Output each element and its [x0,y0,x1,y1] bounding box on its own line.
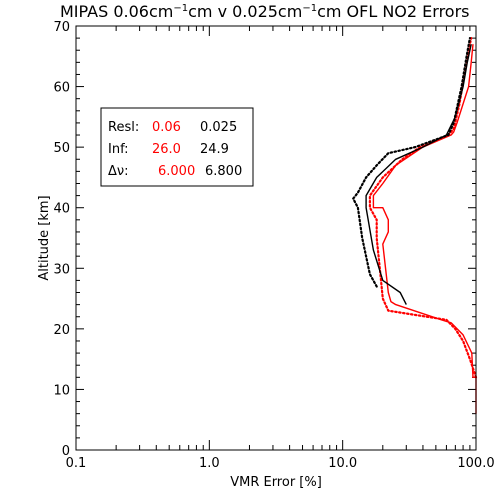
legend-black-dnu: 6.800 [205,164,242,179]
title-sup-1: −1 [173,3,188,14]
legend-label-dnu: Δν: [108,164,129,179]
legend-red-dnu: 6.000 [158,164,195,179]
series-lines [352,36,478,414]
y-tick-label: 0 [62,444,70,459]
y-tick-label: 20 [53,323,70,338]
series-line-red-solid [372,44,477,414]
legend-black-resl: 0.025 [200,120,237,135]
x-tick-label: 0.1 [66,456,87,471]
y-tick-label: 50 [53,141,70,156]
y-axis-label: Altitude [km] [37,195,52,280]
title-sup-2: −1 [302,3,317,14]
title-prefix: MIPAS 0.06cm [60,2,173,21]
axes: 0 10 20 30 40 50 60 70 0.1 1.0 10.0 100.0 [53,20,494,471]
legend-black-inf: 24.9 [200,142,229,157]
y-tick-label: 30 [53,262,70,277]
x-axis-label: VMR Error [%] [230,475,322,490]
y-tick-label: 60 [53,81,70,96]
y-tick-label: 70 [53,20,70,35]
x-tick-label: 100.0 [457,456,494,471]
y-tick-label: 40 [53,202,70,217]
title-mid: cm v 0.025cm [188,2,302,21]
legend-red-resl: 0.06 [152,120,181,135]
y-tick-label: 10 [53,383,70,398]
chart-title: MIPAS 0.06cm−1cm v 0.025cm−1cm OFL NO2 E… [60,2,470,21]
legend-label-inf: Inf: [108,142,129,157]
x-tick-label: 10.0 [328,456,357,471]
legend-red-inf: 26.0 [152,142,181,157]
legend-label-resl: Resl: [108,120,139,135]
x-tick-label: 1.0 [199,456,220,471]
series-line-black-solid [365,44,472,305]
legend: Resl: 0.06 0.025 Inf: 26.0 24.9 Δν: 6.00… [100,107,254,187]
plot-frame [75,25,477,451]
series-line-black-dotted [352,36,471,288]
legend-box [100,107,254,187]
title-suffix: cm OFL NO2 Errors [317,2,469,21]
series-line-red-dotted [368,36,478,379]
